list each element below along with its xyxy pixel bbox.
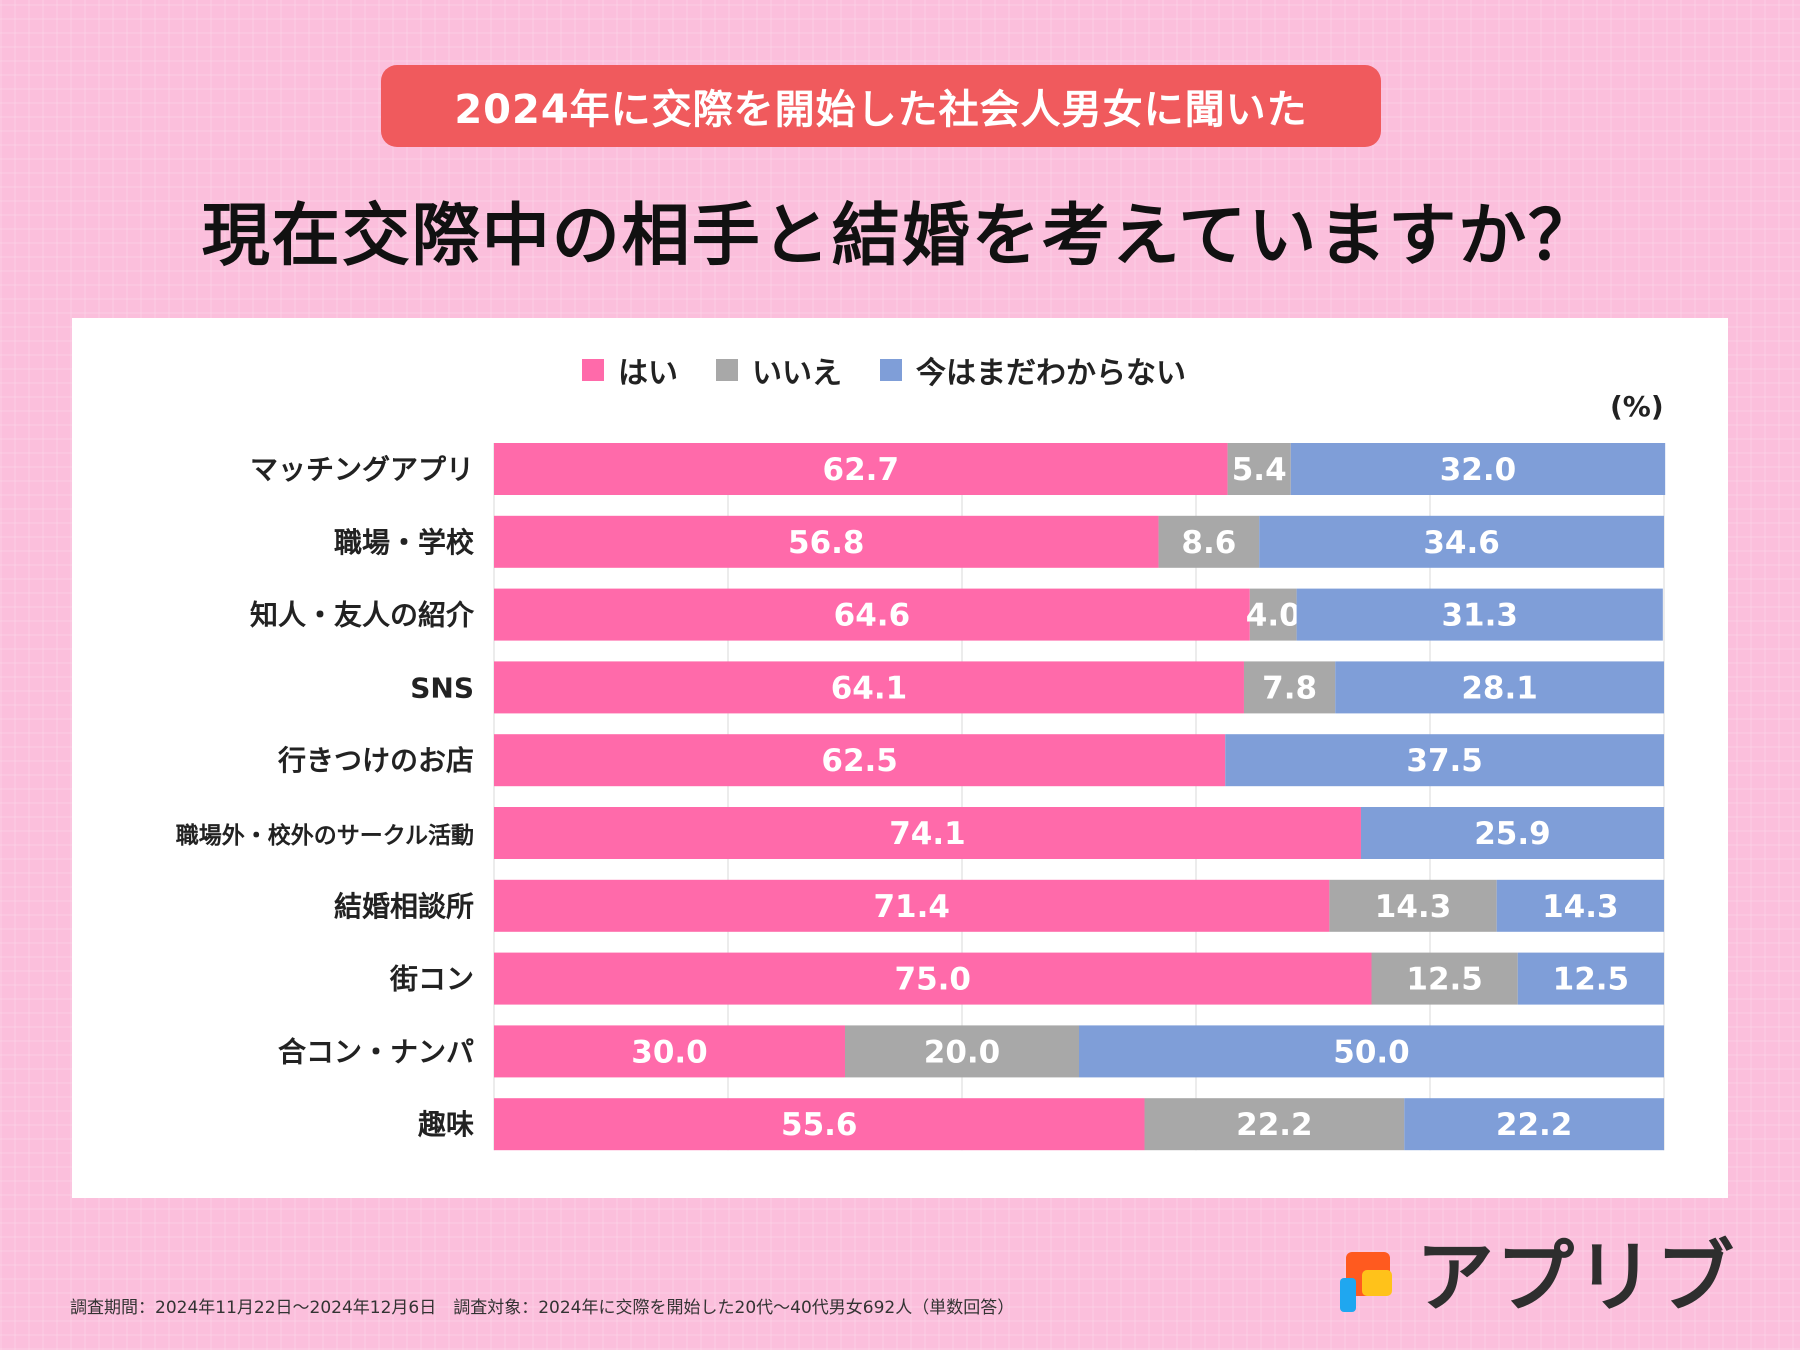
data-label: 28.1 xyxy=(1461,670,1538,706)
data-label: 14.3 xyxy=(1375,889,1452,925)
survey-footnote: 調査期間：2024年11月22日〜2024年12月6日 調査対象：2024年に交… xyxy=(70,1298,1015,1318)
data-label: 7.8 xyxy=(1262,670,1317,706)
data-label: 71.4 xyxy=(873,889,950,925)
data-label: 31.3 xyxy=(1441,598,1518,634)
category-label: 趣味 xyxy=(418,1108,474,1141)
legend-label-undecided: 今はまだわからない xyxy=(916,356,1186,391)
bar-segment-yes xyxy=(494,661,1244,714)
data-label: 8.6 xyxy=(1181,525,1236,561)
bar-segment-yes xyxy=(494,807,1361,859)
bar-segment-yes xyxy=(494,734,1226,787)
legend-label-no: いいえ xyxy=(752,356,842,391)
bar-segment-no xyxy=(1249,588,1297,641)
data-label: 62.5 xyxy=(821,743,898,779)
category-label: 職場・学校 xyxy=(334,526,475,559)
category-label: 結婚相談所 xyxy=(334,890,474,923)
legend-swatch-no xyxy=(716,359,738,381)
brand-logo-text: アプリブ xyxy=(1416,1233,1737,1323)
unit-label: (%) xyxy=(1610,390,1664,423)
bar-segment-undecided xyxy=(1496,879,1664,932)
data-label: 25.9 xyxy=(1474,816,1551,852)
bar-segment-undecided xyxy=(1335,661,1664,714)
category-label: マッチングアプリ xyxy=(250,453,474,486)
category-label: 行きつけのお店 xyxy=(277,744,474,777)
data-label: 12.5 xyxy=(1406,962,1483,998)
data-label: 37.5 xyxy=(1406,743,1483,779)
data-label: 56.8 xyxy=(788,525,865,561)
bar-segment-yes xyxy=(494,1025,845,1078)
bar-segment-yes xyxy=(494,588,1250,641)
brand-logo: アプリブ xyxy=(1336,1238,1736,1318)
category-label: SNS xyxy=(410,671,474,704)
page-title: 現在交際中の相手と結婚を考えていますか？ xyxy=(201,197,1599,276)
data-label: 64.1 xyxy=(831,670,908,706)
bar-segment-yes xyxy=(494,1098,1145,1151)
bar-segment-undecided xyxy=(1517,952,1664,1005)
data-label: 30.0 xyxy=(631,1034,708,1070)
bar-segment-no xyxy=(1144,1098,1405,1151)
data-label: 22.2 xyxy=(1236,1107,1313,1143)
data-label: 14.3 xyxy=(1542,889,1619,925)
legend-swatch-yes xyxy=(582,359,604,381)
legend-item-undecided: 今はまだわからない xyxy=(880,348,1186,392)
data-label: 55.6 xyxy=(781,1107,858,1143)
bar-segment-undecided xyxy=(1404,1098,1664,1151)
data-label: 74.1 xyxy=(889,816,966,852)
data-label: 5.4 xyxy=(1232,452,1287,488)
bar-segment-yes xyxy=(494,515,1159,568)
data-label: 34.6 xyxy=(1423,525,1500,561)
bar-segment-no xyxy=(845,1025,1079,1078)
bar-segment-no xyxy=(1158,515,1260,568)
survey-banner: 2024年に交際を開始した社会人男女に聞いた xyxy=(381,65,1381,147)
bar-segment-undecided xyxy=(1360,807,1664,859)
data-label: 50.0 xyxy=(1333,1034,1410,1070)
data-label: 75.0 xyxy=(895,962,972,998)
bar-segment-undecided xyxy=(1296,588,1663,641)
category-label: 街コン xyxy=(389,963,474,996)
data-label: 12.5 xyxy=(1553,962,1630,998)
data-label: 32.0 xyxy=(1440,452,1517,488)
legend-item-yes: はい xyxy=(582,348,678,392)
bar-segment-undecided xyxy=(1225,734,1664,787)
category-label: 職場外・校外のサークル活動 xyxy=(176,822,474,849)
bar-segment-no xyxy=(1243,661,1336,714)
bar-segment-no xyxy=(1371,952,1518,1005)
bar-segment-yes xyxy=(494,443,1228,495)
bar-segment-no xyxy=(1227,443,1291,495)
data-label: 20.0 xyxy=(924,1034,1001,1070)
brand-logo-icon xyxy=(1340,1252,1392,1312)
legend-item-no: いいえ xyxy=(716,348,842,392)
category-label: 知人・友人の紹介 xyxy=(250,599,475,632)
chart-legend: はい いいえ 今はまだわからない xyxy=(582,348,1224,392)
bar-segment-no xyxy=(1329,879,1497,932)
data-label: 22.2 xyxy=(1496,1107,1573,1143)
legend-swatch-undecided xyxy=(880,359,902,381)
bar-segment-undecided xyxy=(1290,443,1666,495)
legend-label-yes: はい xyxy=(618,356,678,391)
bar-segment-yes xyxy=(494,952,1372,1005)
bar-segment-undecided xyxy=(1079,1025,1664,1078)
category-label: 合コン・ナンパ xyxy=(278,1035,474,1068)
bar-segment-undecided xyxy=(1259,515,1664,568)
data-label: 64.6 xyxy=(834,598,911,634)
bar-segment-yes xyxy=(494,879,1330,932)
data-label: 4.0 xyxy=(1246,598,1301,634)
data-label: 62.7 xyxy=(823,452,900,488)
